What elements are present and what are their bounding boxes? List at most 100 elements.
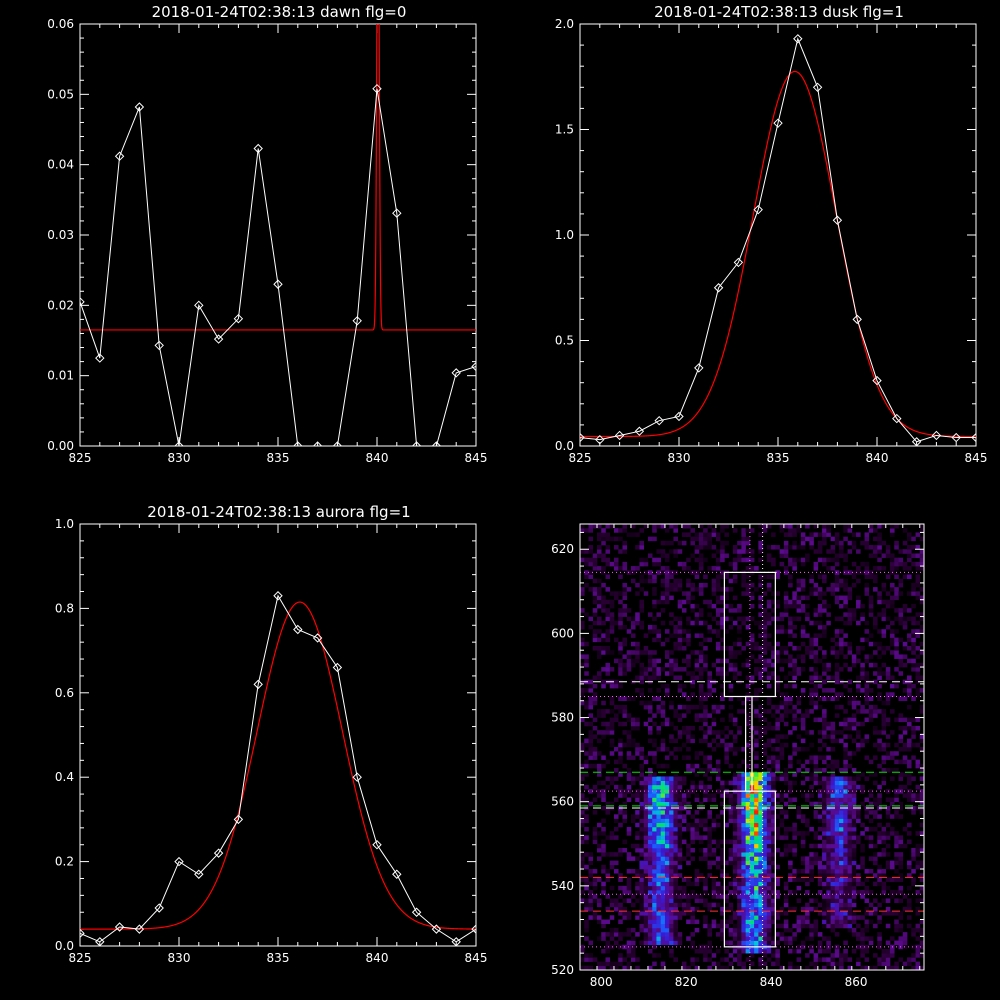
heatmap-cell [860,940,865,946]
heatmap-cell [605,524,611,529]
heatmap-cell [868,713,874,718]
heatmap-cell [847,890,853,895]
heatmap-cell [783,524,789,529]
heatmap-cell [885,545,891,550]
heatmap-cell [588,873,594,878]
heatmap-cell [618,747,623,752]
heatmap-cell [813,587,819,592]
heatmap-cell [660,932,666,937]
heatmap-cell [647,658,653,664]
heatmap-cell [737,911,742,916]
heatmap-cell [626,751,632,756]
heatmap-cell [788,599,793,605]
heatmap-cell [758,624,763,630]
heatmap-cell [741,797,746,802]
heatmap-cell [839,890,844,895]
heatmap-cell [694,869,700,874]
heatmap-cell [817,932,823,937]
heatmap-cell [584,641,589,647]
heatmap-cell [618,624,623,630]
heatmap-cell [669,814,674,819]
heatmap-cell [843,747,848,752]
heatmap-cell [745,658,751,664]
heatmap-cell [885,957,891,962]
heatmap-cell [766,574,772,579]
heatmap-cell [856,646,861,651]
heatmap-cell [754,877,759,882]
heatmap-cell [754,772,759,777]
heatmap-cell [788,877,793,882]
heatmap-cell [851,696,857,702]
heatmap-cell [690,847,695,853]
heatmap-cell [766,902,772,908]
heatmap-cell [635,890,640,895]
heatmap-cell [915,890,921,895]
heatmap-cell [711,532,717,537]
heatmap-cell [843,570,848,575]
heatmap-cell [694,810,700,815]
heatmap-cell [732,797,738,802]
heatmap-cell [834,759,840,765]
heatmap-cell [885,898,891,903]
heatmap-cell [664,835,670,840]
heatmap-cell [749,911,755,916]
heatmap-cell [915,646,921,651]
heatmap-cell [656,852,661,857]
heatmap-cell [779,793,785,798]
heatmap-cell [902,654,908,659]
heatmap-cell [860,667,865,672]
heatmap-cell [847,667,853,672]
heatmap-cell [694,717,700,723]
heatmap-cell [813,763,819,769]
heatmap-cell [737,608,742,613]
heatmap-cell [826,923,831,929]
heatmap-cell [864,591,870,596]
heatmap-cell [622,549,628,554]
heatmap-cell [601,885,606,891]
heatmap-cell [919,890,925,895]
heatmap-cell [728,793,734,798]
heatmap-cell [618,646,623,651]
heatmap-cell [843,852,848,857]
heatmap-cell [660,961,666,967]
heatmap-cell [580,772,585,777]
heatmap-cell [843,826,848,832]
heatmap-cell [677,646,683,651]
heatmap-cell [732,822,738,828]
heatmap-cell [915,671,921,676]
heatmap-cell [660,839,666,845]
heatmap-cell [673,822,678,828]
aurora-xtick-label: 825 [69,951,92,965]
heatmap-cell [868,688,874,693]
heatmap-cell [851,616,857,622]
heatmap-cell [890,692,895,697]
heatmap-cell [775,650,780,655]
heatmap-cell [826,869,831,874]
heatmap-cell [694,616,700,622]
heatmap-cell [609,932,615,937]
heatmap-cell [741,616,746,622]
heatmap-cell [783,683,789,689]
heatmap-cell [851,831,857,836]
heatmap-cell [609,961,615,967]
heatmap-cell [919,738,925,744]
heatmap-cell [830,688,836,693]
heatmap-cell [830,965,836,971]
heatmap-cell [877,671,882,676]
heatmap-cell [630,902,636,908]
heatmap-cell [898,890,904,895]
heatmap-cell [694,826,700,832]
heatmap-cell [656,927,661,933]
heatmap-cell [613,658,619,664]
heatmap-cell [843,831,848,836]
heatmap-cell [902,566,908,571]
heatmap-cell [673,549,678,554]
heatmap-cell [839,810,844,815]
heatmap-cell [907,759,912,765]
heatmap-cell [601,923,606,929]
heatmap-cell [596,671,602,676]
heatmap-cell [830,721,836,727]
heatmap-cell [592,869,598,874]
heatmap-cell [907,608,912,613]
heatmap-cell [720,873,725,878]
